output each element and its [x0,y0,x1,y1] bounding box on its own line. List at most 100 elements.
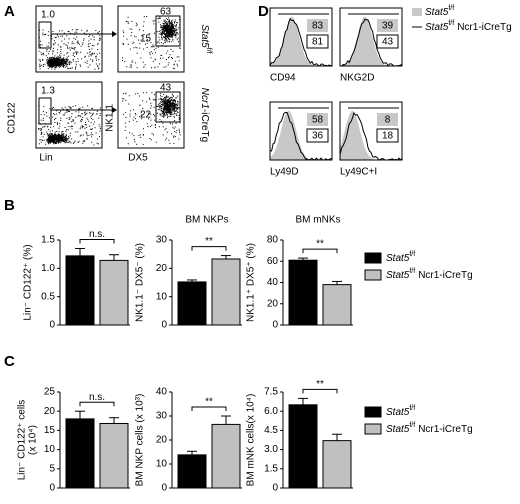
value-box [377,19,398,32]
bar [177,281,207,326]
gate [155,15,181,47]
histogram-line [269,111,333,161]
bar [211,423,241,489]
plot-frame [269,7,333,67]
y-tick-label: 0.5 [41,291,55,302]
histogram-fill [340,110,402,160]
plot-frame [269,101,333,161]
gene: Stat5 [425,7,449,18]
bar [99,259,129,326]
panel-letter: D [258,3,269,20]
legend-label: Ncr1-iCreTg [199,88,210,142]
bar [65,418,95,489]
y-tick-label: 3.0 [264,444,278,455]
significance-label: ** [205,236,213,247]
y-axis-label: NK1.1⁻ DX5⁻ (%) [135,243,146,322]
gate-label: 1.3 [41,86,55,97]
superscript: f/f [409,251,415,258]
y-tick-label: 0 [49,320,55,331]
dots [122,16,181,69]
gene: Stat5 [386,424,410,435]
y-tick-label: 20 [267,298,279,309]
histogram-fill [270,16,332,67]
plot-frame [339,7,403,67]
y-tick-label: 1.0 [41,263,55,274]
gate-label: 1.0 [41,10,55,21]
gate-label: 63 [160,7,172,18]
y-tick-label: 5 [49,463,55,474]
histogram-fill [340,16,402,67]
histogram-line [340,18,403,67]
value-box [307,19,328,32]
gene: Stat5 [425,22,449,33]
significance-bracket [191,406,227,411]
y-tick-label: 40 [156,387,168,398]
legend-label: Stat5f/f [386,251,415,264]
gate [155,91,181,123]
value-box [306,34,329,49]
y-axis-label: Lin⁻ CD122⁺ (%) [23,244,34,320]
superscript: f/f [409,422,415,429]
gate-label: 15 [140,34,152,45]
legend-label: Stat5f/f [425,5,454,18]
histogram-line [269,17,333,67]
y-tick-label: 10 [156,291,168,302]
legend-label: Stat5f/f Ncr1-iCreTg [386,422,473,435]
superscript: f/f [409,268,415,275]
value-box [307,113,328,126]
bar [322,284,352,326]
significance-label: ** [316,239,324,250]
arrow-head [112,107,117,113]
y-tick-label: 1.5 [41,235,55,246]
value-label: 36 [312,131,324,142]
suffix: Ncr1-iCreTg [418,424,472,435]
dots [122,92,181,145]
legend-swatch [364,406,382,418]
axis-label: NK1.1 [105,104,116,132]
legend-label: Stat5f/f [199,24,212,53]
histogram-line [339,111,403,161]
significance-bracket [191,246,227,251]
significance-bracket [79,239,115,244]
superscript: f/f [448,5,454,12]
plot-frame [339,101,403,161]
gate-label: 22 [140,110,152,121]
bar [322,440,352,489]
value-label: 18 [382,131,394,142]
y-tick-label: 30 [156,411,168,422]
gate [38,21,52,49]
y-tick-label: 30 [156,235,168,246]
axis-label: DX5 [128,153,148,164]
y-tick-label: 0 [272,320,278,331]
value-label: 8 [385,115,391,126]
gene: Stat5 [386,270,410,281]
legend-label: Stat5f/f [386,405,415,418]
y-tick-label: 0 [49,483,55,494]
y-axis-label: NK1.1⁺ DX5⁺ (%) [246,243,257,322]
gate [38,97,52,125]
significance-label: ** [205,397,213,408]
value-label: 58 [312,115,324,126]
y-tick-label: 0 [272,483,278,494]
legend-swatch [364,252,382,264]
gene: Stat5 [386,253,410,264]
y-tick-label: 7.5 [264,387,278,398]
y-tick-label: 4.5 [264,425,278,436]
significance-bracket [79,401,115,407]
axis-label: Ly49C+I [340,167,377,178]
y-tick-label: 60 [267,256,279,267]
y-tick-label: 6.0 [264,406,278,417]
bar [177,454,207,489]
bar [99,422,129,489]
value-label: 83 [312,21,324,32]
y-tick-label: 0 [161,320,167,331]
bar [65,255,95,326]
significance-bracket [302,388,338,394]
significance-label: n.s. [89,229,105,240]
y-axis-label: (x 10⁴) [28,425,39,455]
gene: Stat5 [199,24,210,48]
y-tick-label: 20 [156,263,168,274]
gene: Stat5 [386,407,410,418]
value-box [376,128,399,143]
